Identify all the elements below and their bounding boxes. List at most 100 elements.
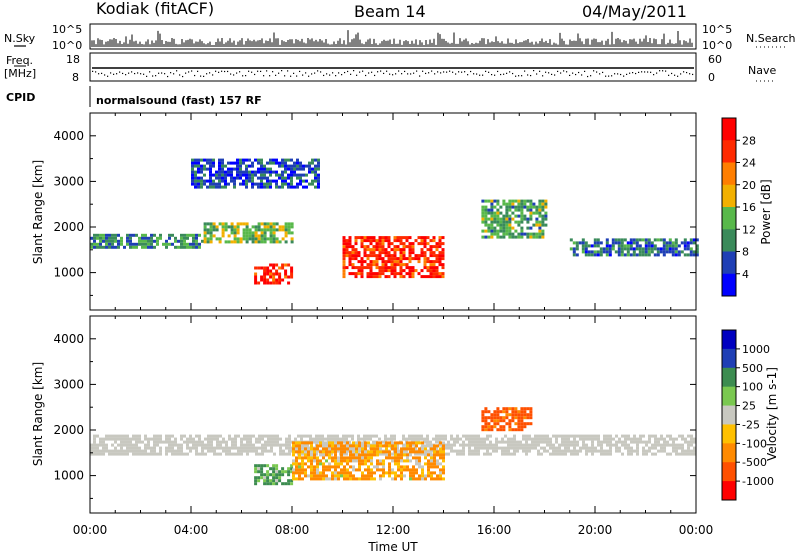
heatmap-cell: [278, 228, 282, 232]
heatmap-cell: [266, 266, 270, 270]
heatmap-cell: [290, 176, 293, 180]
heatmap-cell: [513, 443, 516, 447]
heatmap-cell: [391, 447, 394, 451]
heatmap-cell: [129, 233, 132, 237]
heatmap-cell: [221, 167, 224, 171]
heatmap-cell: [399, 263, 403, 267]
heatmap-cell: [269, 170, 272, 174]
heatmap-cell: [301, 444, 304, 448]
heatmap-cell: [681, 446, 684, 450]
heatmap-cell: [96, 242, 99, 246]
heatmap-cell: [441, 263, 445, 267]
heatmap-cell: [656, 250, 660, 254]
heatmap-cell: [245, 182, 248, 186]
heatmap-cell: [296, 167, 299, 171]
heatmap-cell: [517, 422, 521, 426]
colorbar-tick-label: 8: [742, 246, 749, 259]
heatmap-cell: [349, 471, 352, 475]
heatmap-cell: [471, 437, 474, 441]
heatmap-cell: [334, 450, 337, 454]
heatmap-cell: [240, 440, 243, 444]
heatmap-cell: [287, 482, 291, 486]
heatmap-cell: [360, 272, 364, 276]
heatmap-cell: [263, 275, 267, 279]
heatmap-cell: [375, 242, 379, 246]
heatmap-cell: [379, 468, 382, 472]
heatmap-cell: [302, 173, 305, 177]
heatmap-cell: [567, 446, 570, 450]
nave-point: [608, 75, 610, 77]
heatmap-cell: [435, 242, 439, 246]
nave-point: [674, 74, 676, 76]
heatmap-cell: [490, 208, 494, 212]
heatmap-cell: [281, 164, 284, 168]
heatmap-cell: [540, 446, 543, 450]
heatmap-cell: [405, 449, 408, 453]
heatmap-cell: [436, 459, 439, 463]
heatmap-cell: [396, 245, 400, 249]
heatmap-cell: [487, 217, 491, 221]
heatmap-cell: [581, 244, 585, 248]
heatmap-cell: [411, 443, 414, 447]
heatmap-cell: [406, 441, 409, 445]
heatmap-cell: [432, 269, 436, 273]
heatmap-cell: [508, 425, 512, 429]
heatmap-cell: [538, 235, 542, 239]
heatmap-cell: [653, 244, 657, 248]
heatmap-cell: [402, 269, 406, 273]
heatmap-cell: [669, 452, 672, 456]
heatmap-cell: [215, 225, 219, 229]
heatmap-cell: [432, 275, 436, 279]
heatmap-cell: [306, 434, 309, 438]
heatmap-cell: [343, 477, 346, 481]
heatmap-cell: [394, 450, 397, 454]
noise-tick-right-top: 10^5: [702, 23, 732, 36]
heatmap-cell: [287, 228, 291, 232]
heatmap-cell: [174, 452, 177, 456]
heatmap-cell: [105, 233, 108, 237]
heatmap-cell: [402, 437, 405, 441]
heatmap-cell: [304, 441, 307, 445]
heatmap-cell: [435, 245, 439, 249]
heatmap-cell: [605, 238, 609, 242]
heatmap-cell: [245, 222, 249, 226]
heatmap-cell: [423, 437, 426, 441]
nave-point: [170, 72, 172, 74]
heatmap-cell: [418, 447, 421, 451]
heatmap-cell: [275, 222, 279, 226]
heatmap-cell: [507, 446, 510, 450]
heatmap-cell: [384, 251, 388, 255]
heatmap-cell: [399, 275, 403, 279]
heatmap-cell: [195, 242, 198, 246]
heatmap-cell: [369, 263, 373, 267]
heatmap-cell: [487, 223, 491, 227]
heatmap-cell: [403, 459, 406, 463]
heatmap-cell: [309, 434, 312, 438]
heatmap-cell: [138, 242, 141, 246]
heatmap-cell: [508, 422, 512, 426]
heatmap-cell: [657, 437, 660, 441]
heatmap-cell: [195, 434, 198, 438]
heatmap-cell: [295, 450, 298, 454]
heatmap-cell: [544, 199, 548, 203]
heatmap-cell: [382, 444, 385, 448]
heatmap-cell: [375, 272, 379, 276]
heatmap-cell: [567, 434, 570, 438]
heatmap-cell: [430, 465, 433, 469]
nave-point: [302, 74, 304, 76]
heatmap-cell: [126, 440, 129, 444]
nave-point: [467, 74, 469, 76]
heatmap-cell: [459, 443, 462, 447]
heatmap-cell: [317, 182, 320, 186]
heatmap-cell: [360, 245, 364, 249]
heatmap-cell: [614, 238, 618, 242]
heatmap-cell: [620, 238, 624, 242]
heatmap-cell: [575, 247, 579, 251]
nave-point: [389, 73, 391, 75]
heatmap-cell: [352, 477, 355, 481]
heatmap-cell: [292, 453, 295, 457]
heatmap-cell: [520, 214, 524, 218]
heatmap-cell: [388, 465, 391, 469]
heatmap-cell: [544, 202, 548, 206]
